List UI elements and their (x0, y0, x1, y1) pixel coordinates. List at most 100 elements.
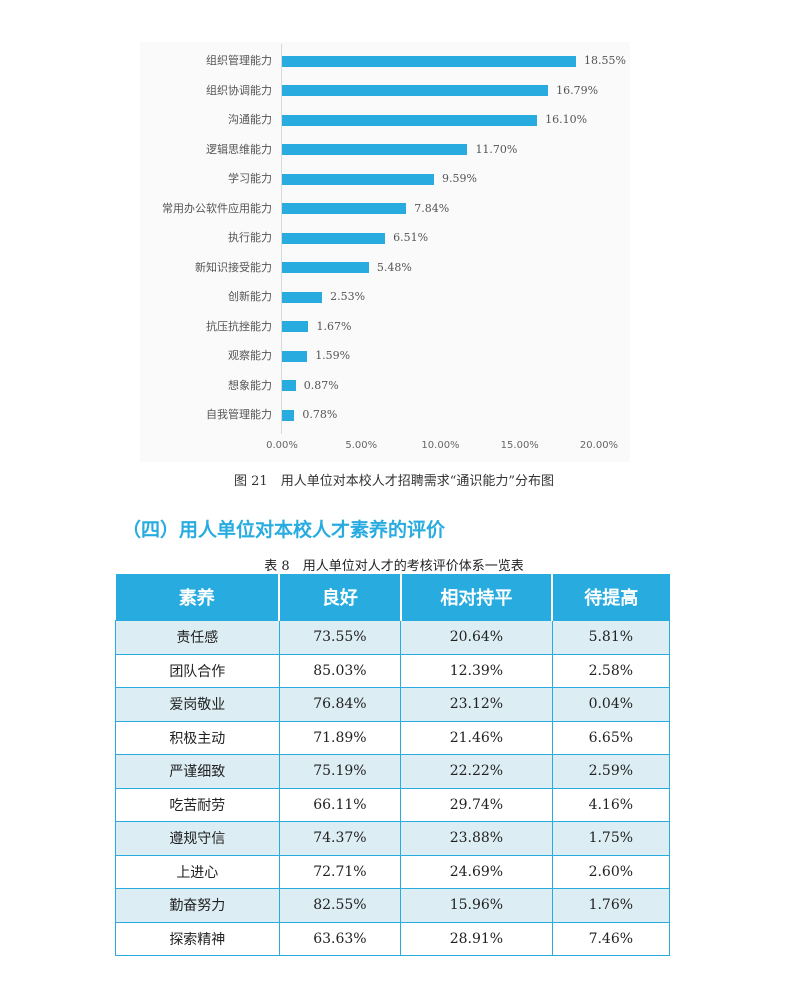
table-cell: 12.39% (400, 653, 553, 688)
category-label: 学习能力 (228, 172, 272, 185)
bar (282, 350, 308, 362)
table-cell: 1.75% (551, 821, 671, 856)
table-row: 严谨细致 75.19% 22.22% 2.59% (115, 754, 671, 789)
column-header: 良好 (279, 574, 402, 621)
category-label: 抗压抗挫能力 (206, 319, 272, 333)
table-cell: 72.71% (278, 854, 402, 889)
bar (282, 173, 434, 185)
table-cell: 2.60% (551, 854, 671, 889)
table-cell: 0.04% (551, 687, 671, 722)
data-label: 11.70% (475, 142, 518, 156)
bar (282, 114, 538, 126)
category-label: 常用办公软件应用能力 (162, 201, 272, 215)
y-axis-line (281, 44, 282, 434)
table-cell: 遵规守信 (115, 821, 280, 856)
bar (282, 203, 407, 214)
bar (282, 144, 468, 155)
table-row: 责任感 73.55% 20.64% 5.81% (115, 620, 671, 655)
data-label: 16.10% (545, 113, 588, 126)
table-row: 遵规守信 74.37% 23.88% 1.75% (115, 821, 671, 856)
table-row: 爱岗敬业 76.84% 23.12% 0.04% (115, 687, 671, 722)
table-row: 勤奋努力 82.55% 15.96% 1.76% (115, 888, 671, 923)
category-label: 沟通能力 (228, 113, 272, 126)
x-tick-label: 10.00% (421, 440, 460, 451)
table-cell: 21.46% (400, 720, 553, 755)
table-cell: 责任感 (115, 620, 280, 655)
data-label: 7.84% (414, 201, 450, 215)
table-cell: 团队合作 (115, 653, 280, 688)
table-cell: 23.12% (400, 687, 553, 722)
table-cell: 75.19% (278, 754, 402, 789)
table-cell: 严谨细致 (115, 754, 280, 789)
table-cell: 63.63% (278, 921, 402, 956)
bar-chart-area (140, 42, 630, 462)
category-label: 执行能力 (228, 231, 272, 244)
table-cell: 23.88% (400, 821, 553, 856)
table-cell: 20.64% (400, 620, 553, 655)
table-row: 吃苦耐劳 66.11% 29.74% 4.16% (115, 787, 671, 822)
table-cell: 28.91% (400, 921, 553, 956)
data-label: 16.79% (556, 83, 599, 97)
category-label: 组织管理能力 (206, 54, 272, 67)
bar (282, 85, 549, 96)
bar (282, 409, 295, 421)
table-cell: 爱岗敬业 (115, 687, 280, 722)
x-tick-label: 0.00% (266, 440, 298, 451)
section-heading: （四）用人单位对本校人才素养的评价 (122, 519, 446, 541)
bar (282, 380, 296, 391)
table-cell: 22.22% (400, 754, 553, 789)
bar (282, 321, 309, 332)
data-label: 1.59% (315, 349, 351, 362)
x-tick-label: 20.00% (579, 440, 619, 451)
table-cell: 7.46% (551, 921, 671, 956)
table-cell: 82.55% (278, 888, 402, 923)
table-row: 上进心 72.71% 24.69% 2.60% (115, 854, 671, 889)
bar (282, 291, 323, 303)
table-cell: 1.76% (551, 888, 671, 923)
figure-caption: 图 21 用人单位对本校人才招聘需求“通识能力”分布图 (234, 474, 554, 489)
table-cell: 4.16% (551, 787, 671, 822)
bar (282, 232, 386, 244)
table-caption: 表 8 用人单位对人才的考核评价体系一览表 (264, 559, 524, 574)
table-cell: 85.03% (278, 653, 402, 688)
category-label: 自我管理能力 (206, 408, 272, 421)
table-row: 团队合作 85.03% 12.39% 2.58% (115, 653, 671, 688)
category-label: 组织协调能力 (206, 83, 272, 97)
category-label: 创新能力 (228, 290, 272, 303)
table-cell: 24.69% (400, 854, 553, 889)
x-tick-label: 15.00% (500, 440, 539, 451)
table-cell: 积极主动 (115, 720, 280, 755)
data-label: 2.53% (330, 290, 366, 303)
table-row: 探索精神 63.63% 28.91% 7.46% (115, 921, 671, 956)
data-label: 5.48% (376, 260, 412, 274)
data-label: 18.55% (584, 54, 626, 67)
column-header: 素养 (115, 574, 281, 621)
table-cell: 76.84% (278, 687, 402, 722)
data-label: 1.67% (316, 319, 352, 333)
evaluation-table: 素养 良好 相对持平 待提高 责任感 73.55% 20.64% 5.81% 团队合作 85.0… (115, 574, 671, 956)
table-cell: 吃苦耐劳 (115, 787, 280, 822)
category-label: 逻辑思维能力 (206, 142, 272, 156)
data-label: 6.51% (393, 231, 429, 244)
category-label: 观察能力 (228, 349, 272, 362)
table-cell: 2.58% (551, 653, 671, 688)
x-tick-label: 5.00% (345, 440, 378, 451)
table-cell: 73.55% (278, 620, 402, 655)
table-cell: 5.81% (551, 620, 671, 655)
category-label: 想象能力 (228, 378, 272, 392)
table-cell: 2.59% (551, 754, 671, 789)
bar (282, 262, 369, 273)
data-label: 9.59% (442, 172, 477, 185)
table-cell: 29.74% (400, 787, 553, 822)
column-header: 待提高 (552, 574, 670, 621)
table-cell: 探索精神 (115, 921, 280, 956)
category-label: 新知识接受能力 (195, 260, 272, 274)
data-label: 0.87% (303, 378, 339, 392)
bar (282, 55, 577, 67)
table-row: 积极主动 71.89% 21.46% 6.65% (115, 720, 671, 755)
table-cell: 勤奋努力 (115, 888, 280, 923)
table-cell: 71.89% (278, 720, 402, 755)
table-cell: 74.37% (278, 821, 402, 856)
table-cell: 15.96% (400, 888, 553, 923)
